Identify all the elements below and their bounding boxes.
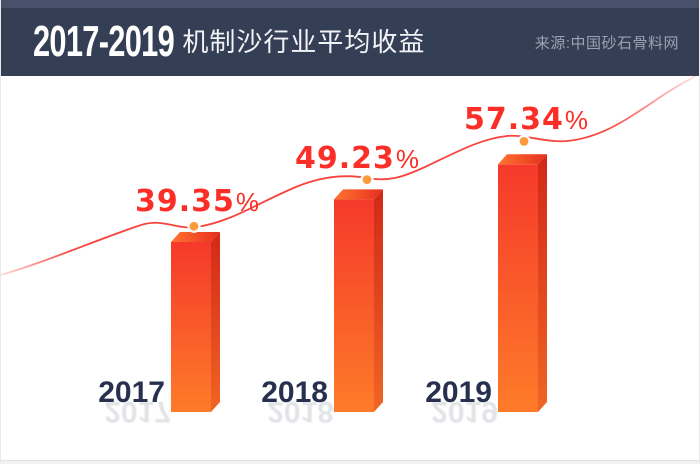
header-bar: 2017-2019 机制沙行业平均收益 来源:中国砂石骨料网 <box>1 8 699 76</box>
year-label-2019: 2019 <box>425 376 492 409</box>
value-label-2018: 49.23% <box>295 144 419 174</box>
value-label-2019: 57.34% <box>464 105 588 135</box>
percent-sign: % <box>235 187 260 217</box>
trend-dot-2018 <box>360 173 374 187</box>
bar-2017 <box>171 232 220 412</box>
year-label-reflection: 2018 <box>267 395 334 428</box>
trend-dots-group <box>187 134 531 233</box>
page-title: 机制沙行业平均收益 <box>182 27 426 57</box>
year-label-reflection: 2017 <box>104 395 171 428</box>
percent-sign: % <box>395 144 420 174</box>
bottom-edge <box>1 460 699 464</box>
title-year-range: 2017-2019 <box>33 17 175 66</box>
value-number: 49.23 <box>294 141 395 176</box>
trend-line <box>1 73 699 276</box>
year-label-2018: 2018 <box>261 376 328 409</box>
bar-2018 <box>334 189 383 412</box>
value-label-2017: 39.35% <box>135 187 259 217</box>
trend-dot-2019 <box>517 134 531 148</box>
trend-dot-2017 <box>187 219 201 233</box>
value-number: 39.35 <box>134 184 235 219</box>
percent-sign: % <box>564 105 589 135</box>
year-label-reflection: 2019 <box>431 395 498 428</box>
value-number: 57.34 <box>463 102 564 137</box>
header: 2017-2019 机制沙行业平均收益 来源:中国砂石骨料网 <box>1 0 699 76</box>
bars-group <box>171 154 547 412</box>
year-label-2017: 2017 <box>98 376 165 409</box>
source-attribution: 来源:中国砂石骨料网 <box>534 34 679 52</box>
header-top-strip <box>1 0 699 8</box>
bar-2019 <box>498 154 547 412</box>
